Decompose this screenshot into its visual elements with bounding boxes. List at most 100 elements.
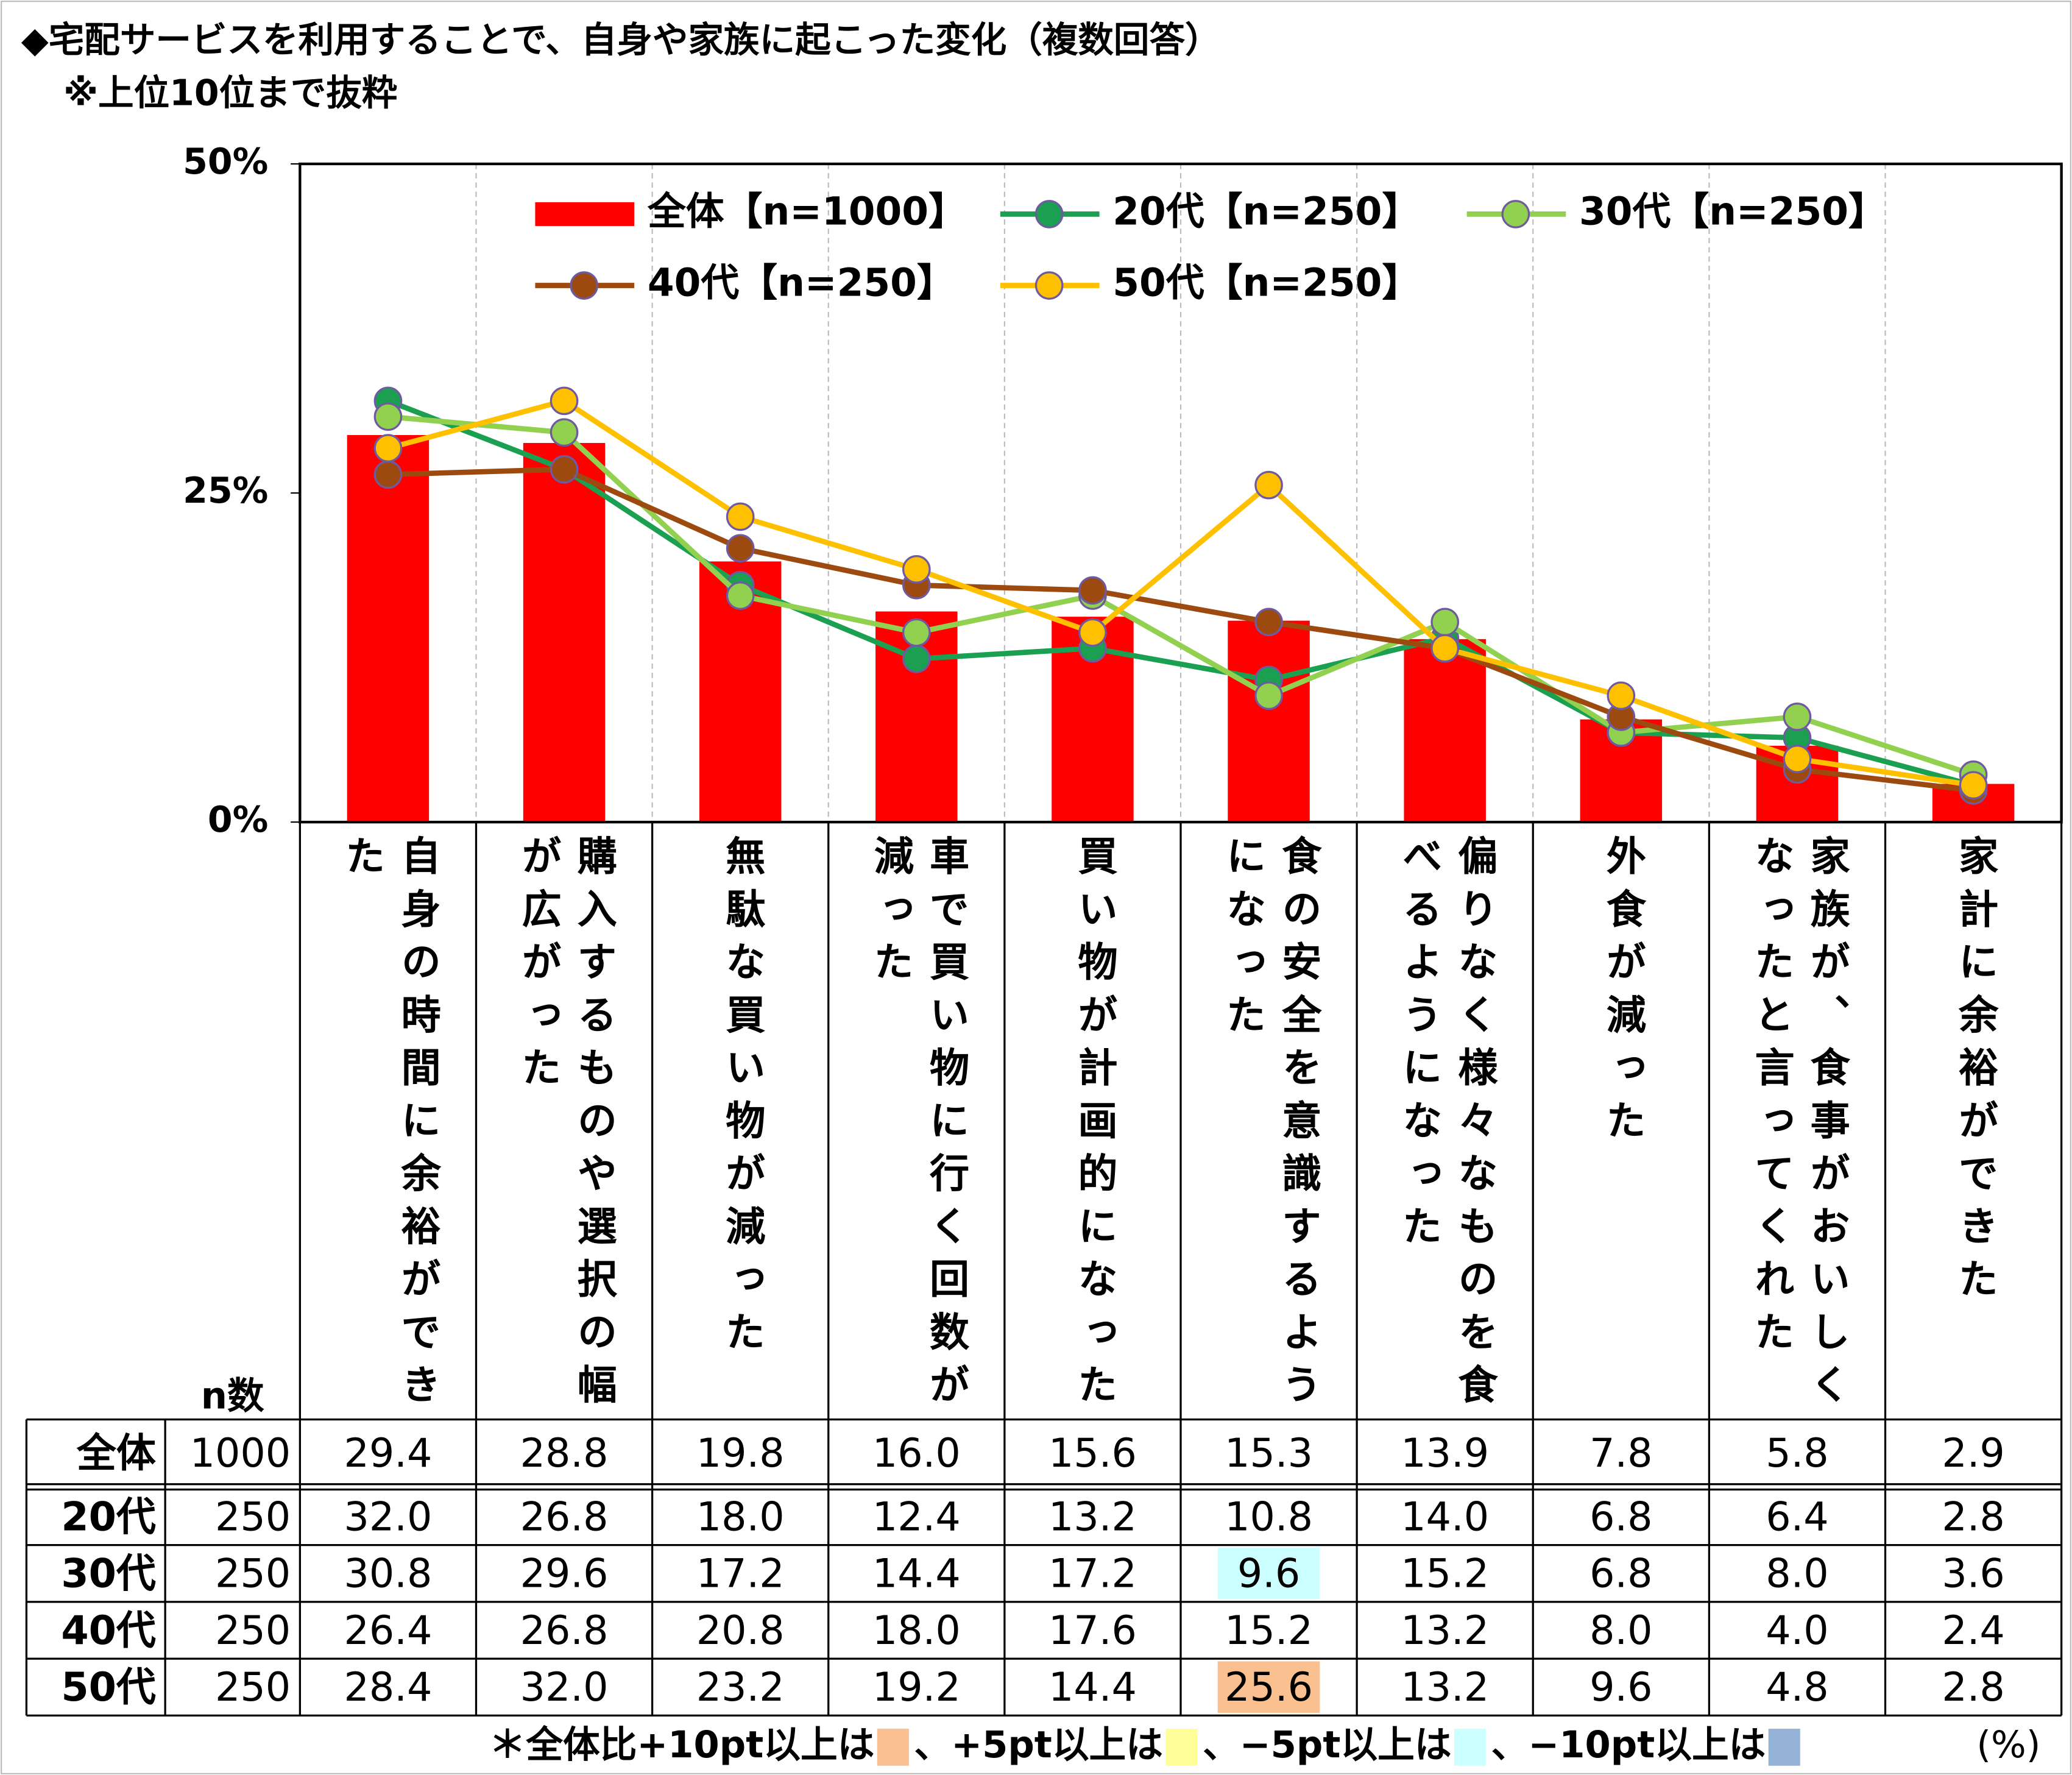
legend-swatch [1034, 200, 1064, 229]
table-value: 20.8 [696, 1608, 785, 1654]
row-n: 250 [215, 1494, 291, 1540]
footnote-text: 、−10pt以上は [1491, 1724, 1766, 1766]
point [902, 555, 931, 584]
chart-subtitle: ※上位10位まで抜粋 [63, 72, 397, 113]
line [387, 398, 1974, 788]
legend-label: 50代【n=250】 [1112, 261, 1420, 305]
category-wrap: 偏りなく様々なものを食べるようになった [1362, 835, 1528, 1423]
category-wrap: 自身の時間に余裕ができた [305, 835, 471, 1423]
table-value: 18.0 [872, 1608, 961, 1654]
category-wrap: 車で買い物に行く回数が減った [833, 835, 999, 1423]
legend-swatch [570, 271, 599, 300]
legend-swatch [535, 202, 635, 226]
footnote-text: 、−5pt以上は [1203, 1724, 1452, 1766]
category-box: 購入するものや選択の幅が広がった [481, 835, 647, 1423]
table-value: 17.2 [1048, 1551, 1137, 1597]
table-value: 7.8 [1589, 1431, 1652, 1476]
category-wrap: 食の安全を意識するようになった [1186, 835, 1352, 1423]
point [1078, 618, 1107, 647]
line [387, 466, 1974, 793]
table-value: 29.6 [520, 1551, 609, 1597]
table-value: 13.2 [1401, 1608, 1489, 1654]
table-value: 18.0 [696, 1494, 785, 1540]
category-box: 外食が減った [1538, 835, 1704, 1423]
point [1254, 608, 1283, 637]
row-n: 250 [215, 1608, 291, 1654]
category-wrap: 購入するものや選択の幅が広がった [481, 835, 647, 1423]
table-value: 10.8 [1225, 1494, 1313, 1540]
legend-label: 20代【n=250】 [1112, 189, 1420, 233]
footnote-text: ＊全体比+10pt以上は [489, 1724, 875, 1766]
point [902, 618, 931, 647]
point [373, 460, 403, 489]
table-value: 23.2 [696, 1665, 785, 1710]
category-wrap: 家族が、食事がおいしくなったと言ってくれた [1714, 835, 1880, 1423]
point [1430, 634, 1460, 663]
table-value: 32.0 [344, 1494, 432, 1540]
row-label: 40代 [61, 1608, 156, 1654]
table-value: 14.0 [1401, 1494, 1489, 1540]
point [1607, 681, 1636, 710]
table-value: 13.2 [1401, 1665, 1489, 1710]
x-tick-label: 購入するものや選択の幅が広がった [514, 835, 616, 1417]
table-value: 13.9 [1401, 1431, 1489, 1476]
legend-label: 30代【n=250】 [1579, 189, 1887, 233]
table-value: 4.0 [1766, 1608, 1828, 1654]
table-value: 26.8 [520, 1494, 609, 1540]
point [1254, 470, 1283, 500]
row-label: 30代 [61, 1551, 156, 1597]
table-value: 15.3 [1225, 1431, 1313, 1476]
point [726, 581, 755, 610]
table-value: 19.2 [872, 1665, 961, 1710]
category-box: 買い物が計画的になった [1070, 835, 1117, 1417]
table-value: 2.8 [1942, 1665, 2004, 1710]
x-tick-label: 買い物が計画的になった [1070, 835, 1117, 1417]
point [726, 502, 755, 531]
table-value: 17.6 [1048, 1608, 1137, 1654]
point [1783, 702, 1812, 731]
table-value: 8.0 [1766, 1551, 1828, 1597]
row-label: 50代 [61, 1665, 156, 1710]
table-value: 5.8 [1766, 1431, 1828, 1476]
table-value: 32.0 [520, 1665, 609, 1710]
point [1430, 608, 1460, 637]
bar [1404, 639, 1486, 823]
category-wrap: 家計に余裕ができた [1890, 835, 2056, 1423]
footnote-swatch [877, 1729, 909, 1766]
point [726, 534, 755, 563]
table-value: 3.6 [1942, 1551, 2004, 1597]
table-value: 14.4 [872, 1551, 961, 1597]
table-value: 26.8 [520, 1608, 609, 1654]
y-tick-label: 25% [183, 470, 268, 511]
table-value: 26.4 [344, 1608, 432, 1654]
table-value: 28.8 [520, 1431, 609, 1476]
row-label: 20代 [61, 1494, 156, 1540]
table-value: 2.8 [1942, 1494, 2004, 1540]
category-box: 自身の時間に余裕ができた [305, 835, 471, 1423]
table-value: 6.4 [1766, 1494, 1828, 1540]
point [1783, 745, 1812, 773]
point [373, 434, 403, 462]
category-wrap: 無駄な買い物が減った [657, 835, 823, 1423]
footnote-swatch [1768, 1729, 1800, 1766]
table-value: 25.6 [1225, 1665, 1313, 1710]
x-tick-label: 外食が減った [1598, 835, 1645, 1153]
point [1078, 576, 1107, 605]
legend-swatch [1034, 271, 1064, 300]
category-box: 車で買い物に行く回数が減った [833, 835, 999, 1423]
legend-label: 40代【n=250】 [648, 261, 955, 305]
table-value: 12.4 [872, 1494, 961, 1540]
point [902, 644, 931, 673]
row-n: 1000 [190, 1431, 291, 1476]
bar [1228, 620, 1310, 823]
table-value: 9.6 [1237, 1551, 1300, 1597]
category-wrap: 外食が減った [1538, 835, 1704, 1423]
n-header: n数 [201, 1375, 264, 1417]
point [373, 402, 403, 431]
bar [347, 434, 430, 823]
y-tick-label: 50% [183, 141, 268, 182]
point [1959, 771, 1988, 799]
